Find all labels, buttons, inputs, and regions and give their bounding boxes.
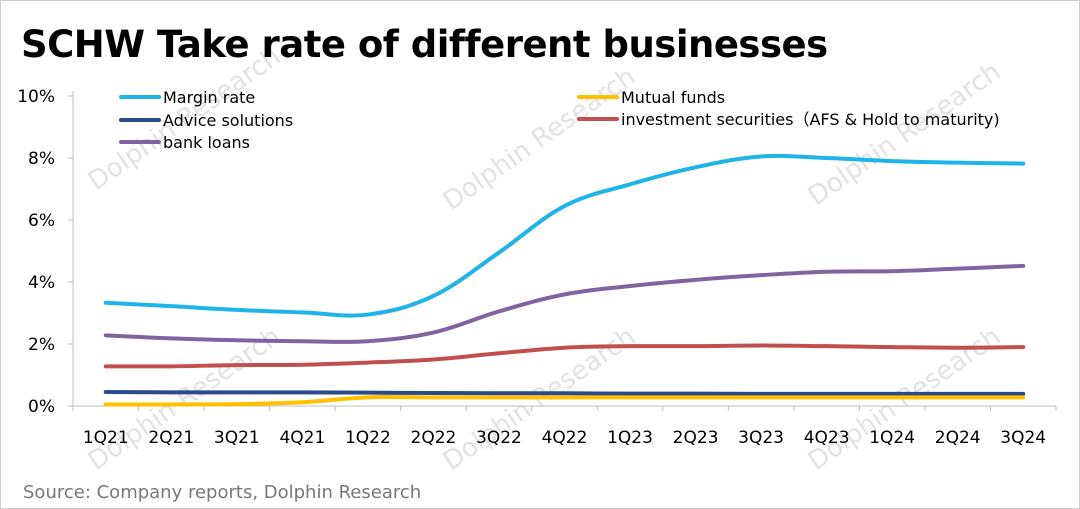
legend-item-margin-rate: Margin rate <box>119 88 255 107</box>
x-tick-label: 2Q21 <box>148 428 194 448</box>
x-tick-label: 3Q21 <box>214 428 260 448</box>
axes: 0% 2% 4% 6% 8% 10% 1Q21 2Q21 3Q21 4Q21 1Q22 2Q22 3Q2… <box>17 87 1057 448</box>
x-tick-label: 1Q21 <box>83 428 129 448</box>
x-tick-label: 3Q22 <box>476 428 522 448</box>
legend-label: Advice solutions <box>163 111 293 130</box>
series-line-investment-securities <box>103 343 1026 369</box>
watermark-text: Dolphin Research <box>438 62 641 217</box>
x-tick-label: 4Q21 <box>279 428 325 448</box>
watermark-text: Dolphin Research <box>803 57 1006 212</box>
legend-item-advice-solutions: Advice solutions <box>119 111 293 130</box>
series-line-bank-loans <box>103 263 1026 344</box>
legend: Margin rate Mutual funds Advice solutions i… <box>119 88 1000 152</box>
y-tick-label: 2% <box>28 335 55 355</box>
source-note: Source: Company reports, Dolphin Researc… <box>23 482 422 503</box>
x-tick-label: 1Q22 <box>345 428 391 448</box>
x-tick-label: 2Q22 <box>411 428 457 448</box>
legend-label: investment securities（AFS & Hold to matu… <box>621 110 1000 129</box>
series-line-margin-rate <box>103 153 1026 318</box>
x-tick-label: 4Q23 <box>804 428 850 448</box>
y-tick-label: 10% <box>17 87 55 107</box>
watermark-text: Dolphin Research <box>83 322 286 477</box>
chart-title: SCHW Take rate of different businesses <box>21 23 828 66</box>
x-tick-label: 3Q24 <box>1000 428 1046 448</box>
x-tick-label: 3Q23 <box>738 428 784 448</box>
legend-item-mutual-funds: Mutual funds <box>577 88 725 107</box>
x-tick-label: 1Q24 <box>869 428 915 448</box>
x-tick-label: 1Q23 <box>607 428 653 448</box>
x-tick-label: 2Q24 <box>935 428 981 448</box>
series-line-advice-solutions <box>103 390 1026 396</box>
series-line-mutual-funds <box>103 394 1026 407</box>
y-tick-label: 4% <box>28 273 55 293</box>
y-tick-label: 6% <box>28 211 55 231</box>
legend-item-investment-securities: investment securities（AFS & Hold to matu… <box>577 110 1000 129</box>
legend-item-bank-loans: bank loans <box>119 133 250 152</box>
legend-label: bank loans <box>163 133 250 152</box>
x-tick-label: 2Q23 <box>673 428 719 448</box>
legend-label: Margin rate <box>163 88 255 107</box>
x-tick-label: 4Q22 <box>542 428 588 448</box>
y-tick-label: 8% <box>28 149 55 169</box>
legend-label: Mutual funds <box>621 88 725 107</box>
y-tick-label: 0% <box>28 397 55 417</box>
series-layer <box>103 153 1026 407</box>
